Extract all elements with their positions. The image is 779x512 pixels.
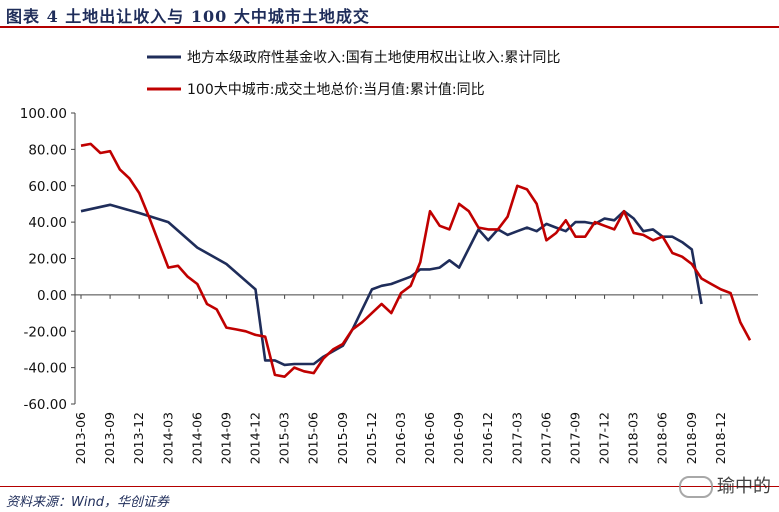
x-tick-label: 2017-03 [509,412,524,464]
x-tick-label: 2013-12 [131,412,146,464]
x-tick-label: 2014-09 [218,412,233,464]
x-tick-label: 2016-03 [393,412,408,464]
legend-label-2: 100大中城市:成交土地总价:当月值:累计值:同比 [187,81,485,98]
source-note: 资料来源：Wind，华创证券 [6,495,169,510]
x-tick-label: 2014-12 [248,412,263,464]
x-tick-label: 2015-06 [306,412,321,464]
x-tick-label: 2015-03 [277,412,292,464]
watermark: 瑜中的 [679,472,771,498]
title-divider [0,26,779,28]
x-tick-label: 2017-09 [567,412,582,464]
x-tick-label: 2016-09 [451,412,466,464]
y-tick-label: 0.00 [37,288,67,304]
legend-label-1: 地方本级政府性基金收入:国有土地使用权出让收入:累计同比 [187,49,560,66]
x-tick-label: 2015-09 [335,412,350,464]
x-tick-label: 2015-12 [364,412,379,464]
x-tick-label: 2014-03 [160,412,175,464]
x-tick-label: 2013-06 [73,412,88,464]
x-tick-label: 2018-06 [655,412,670,464]
x-tick-label: 2013-09 [102,412,117,464]
x-tick-label: 2016-06 [422,412,437,464]
x-tick-label: 2018-09 [684,412,699,464]
watermark-text: 瑜中的 [717,476,771,497]
wechat-icon [679,476,713,498]
y-tick-label: 80.00 [28,142,67,158]
y-tick-label: 20.00 [28,252,67,268]
y-tick-label: 40.00 [28,215,67,231]
x-tick-label: 2016-12 [480,412,495,464]
y-tick-label: 60.00 [28,179,67,195]
y-tick-label: 100.00 [20,106,67,122]
y-tick-label: -20.00 [23,324,67,340]
x-tick-label: 2017-12 [597,412,612,464]
series-line-1 [80,203,703,367]
x-tick-label: 2017-06 [538,412,553,464]
y-tick-label: -40.00 [23,361,67,377]
line-chart: 100.00 80.00 60.00 40.00 20.00 0.00 -20.00 -40.… [20,49,758,464]
figure-title: 图表 4 土地出让收入与 100 大中城市土地成交 [6,7,370,26]
x-tick-label: 2018-12 [713,412,728,464]
y-tick-label: -60.00 [23,397,67,413]
footer-divider [0,486,779,487]
x-tick-label: 2014-06 [189,412,204,464]
x-tick-label: 2018-03 [626,412,641,464]
series-line-2 [80,142,752,378]
